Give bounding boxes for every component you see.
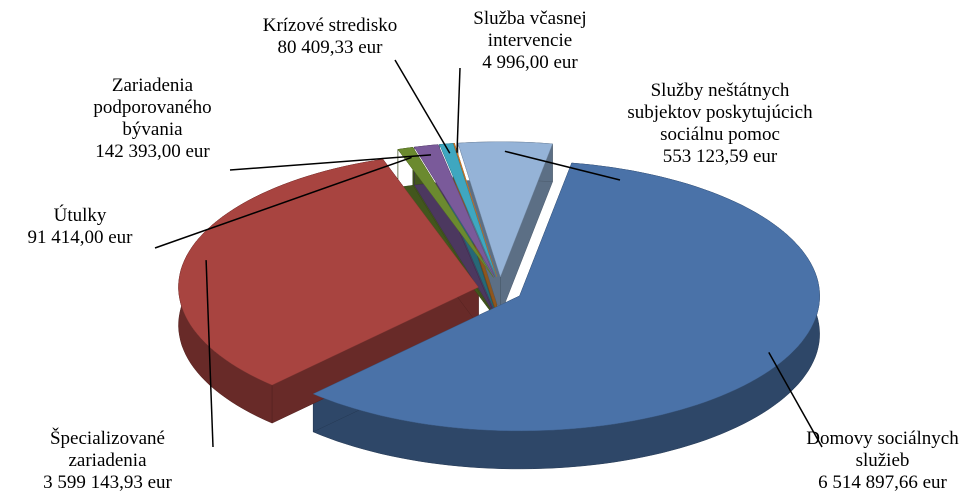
data-label: Krízové stredisko 80 409,33 eur [240,15,420,59]
slice [453,143,498,277]
leader-line [154,156,412,249]
leader-line [504,150,621,181]
leader-line [768,352,823,448]
slice [312,162,820,432]
category-label: Domovy sociálnych služieb [806,428,959,471]
slice [178,158,479,386]
value-label: 553 123,59 eur [662,146,778,167]
slice [413,144,496,278]
category-label: Služba včasnej intervencie [473,8,587,51]
value-label: 80 409,33 eur [277,37,383,58]
value-label: 6 514 897,66 eur [818,472,947,493]
leader-line [456,67,461,153]
category-label: Služby neštátnych subjektov poskytujúcic… [627,80,813,145]
value-label: 4 996,00 eur [482,52,578,73]
value-label: 142 393,00 eur [95,141,210,162]
category-label: Špecializované zariadenia [49,428,165,471]
data-label: Zariadenia podporovaného bývania 142 393,… [70,75,235,163]
slice [439,143,497,278]
category-label: Zariadenia podporovaného bývania [93,75,212,140]
data-label: Útulky 91 414,00 eur [5,205,155,249]
leader-line [394,59,451,154]
data-label: Služby neštátnych subjektov poskytujúcic… [615,80,825,168]
category-label: Útulky [53,205,107,226]
leader-line [205,260,214,448]
value-label: 91 414,00 eur [27,227,133,248]
value-label: 3 599 143,93 eur [43,472,172,493]
data-label: Domovy sociálnych služieb 6 514 897,66 eu… [795,428,965,494]
slice [457,141,553,278]
data-label: Špecializované zariadenia 3 599 143,93 eu… [25,428,190,494]
leader-line [229,154,432,171]
slice [397,147,494,278]
category-label: Krízové stredisko [262,15,398,36]
data-label: Služba včasnej intervencie 4 996,00 eur [455,8,605,74]
